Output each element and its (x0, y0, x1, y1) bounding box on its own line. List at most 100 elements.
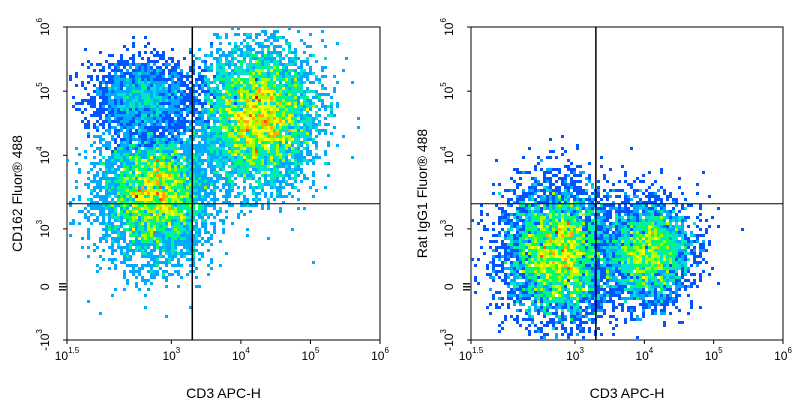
population-1-density-cell (282, 114, 285, 117)
population-1-density-cell (276, 78, 279, 81)
population-0-density-cell (525, 237, 528, 240)
population-2-density-cell (84, 99, 87, 102)
population-0-density-cell (144, 183, 147, 186)
population-1-density-cell (306, 141, 309, 144)
population-1-density-cell (276, 174, 279, 177)
population-0-density-cell (114, 267, 117, 270)
population-0-density-cell (195, 237, 198, 240)
population-0-density-cell (597, 285, 600, 288)
population-0-density-cell (168, 183, 171, 186)
population-1-density-cell (225, 141, 228, 144)
population-0-density-cell (567, 279, 570, 282)
population-1-density-cell (225, 117, 228, 120)
population-0-density-cell (96, 180, 99, 183)
population-1-density-cell (267, 135, 270, 138)
population-1-density-cell (267, 93, 270, 96)
population-0-density-cell (147, 171, 150, 174)
population-0-density-cell (129, 204, 132, 207)
population-1-density-cell (306, 57, 309, 60)
population-1-density-cell (207, 135, 210, 138)
population-0-density-cell (564, 258, 567, 261)
population-0-density-cell (165, 135, 168, 138)
population-0-density-cell (582, 291, 585, 294)
population-2-density-cell (177, 75, 180, 78)
population-2-density-cell (153, 120, 156, 123)
population-1-density-cell (291, 60, 294, 63)
population-1-density-cell (255, 36, 258, 39)
population-0-density-cell (180, 168, 183, 171)
population-1-density-cell (258, 138, 261, 141)
population-1-density-cell (279, 93, 282, 96)
population-2-density-cell (126, 63, 129, 66)
population-1-density-cell (252, 168, 255, 171)
population-0-density-cell (138, 174, 141, 177)
population-2-density-cell (162, 78, 165, 81)
population-2-density-cell (132, 90, 135, 93)
x-tick-exponent: 1.5 (68, 346, 80, 355)
population-0-density-cell (165, 315, 168, 318)
population-2-density-cell (123, 81, 126, 84)
population-0-density-cell (114, 231, 117, 234)
population-2-density-cell (129, 75, 132, 78)
population-2-density-cell (111, 120, 114, 123)
population-1-density-cell (261, 102, 264, 105)
population-0-density-cell (561, 237, 564, 240)
population-1-density-cell (288, 111, 291, 114)
population-1-density-cell (288, 42, 291, 45)
population-2-density-cell (156, 81, 159, 84)
population-0-density-cell (108, 156, 111, 159)
population-0-density-cell (510, 222, 513, 225)
population-0-density-cell (156, 261, 159, 264)
population-0-density-cell (573, 261, 576, 264)
population-1-density-cell (306, 144, 309, 147)
population-0-density-cell (555, 228, 558, 231)
population-1-density-cell (231, 114, 234, 117)
population-0-density-cell (591, 312, 594, 315)
population-2-density-cell (207, 126, 210, 129)
population-0-density-cell (555, 282, 558, 285)
population-0-density-cell (225, 216, 228, 219)
population-1-density-cell (207, 144, 210, 147)
population-2-density-cell (111, 63, 114, 66)
population-0-density-cell (570, 246, 573, 249)
population-0-density-cell (153, 153, 156, 156)
population-0-density-cell (558, 258, 561, 261)
population-0-density-cell (147, 246, 150, 249)
population-1-density-cell (300, 93, 303, 96)
population-1-density-cell (240, 102, 243, 105)
population-1-density-cell (252, 144, 255, 147)
population-0-density-cell (114, 264, 117, 267)
population-0-density-cell (213, 171, 216, 174)
population-0-density-cell (543, 192, 546, 195)
population-0-density-cell (183, 192, 186, 195)
population-0-density-cell (165, 240, 168, 243)
population-1-density-cell (246, 36, 249, 39)
population-1-density-cell (252, 141, 255, 144)
population-1-density-cell (309, 66, 312, 69)
population-2-density-cell (144, 111, 147, 114)
population-1-density-cell (264, 96, 267, 99)
population-1-density-cell (300, 105, 303, 108)
population-0-density-cell (156, 192, 159, 195)
population-2-density-cell (99, 108, 102, 111)
population-0-density-cell (153, 174, 156, 177)
population-2-density-cell (159, 81, 162, 84)
population-0-density-cell (171, 264, 174, 267)
population-0-density-cell (585, 213, 588, 216)
population-1-density-cell (252, 111, 255, 114)
population-0-density-cell (207, 183, 210, 186)
population-0-density-cell (198, 285, 201, 288)
population-0-density-cell (150, 216, 153, 219)
population-1-density-cell (246, 45, 249, 48)
population-2-density-cell (156, 96, 159, 99)
population-1-density-cell (216, 108, 219, 111)
population-2-density-cell (156, 114, 159, 117)
population-0-density-cell (177, 237, 180, 240)
population-2-density-cell (168, 57, 171, 60)
population-0-density-cell (120, 153, 123, 156)
population-0-density-cell (543, 252, 546, 255)
population-0-density-cell (576, 309, 579, 312)
population-1-density-cell (252, 132, 255, 135)
population-1-density-cell (249, 78, 252, 81)
population-2-density-cell (129, 111, 132, 114)
